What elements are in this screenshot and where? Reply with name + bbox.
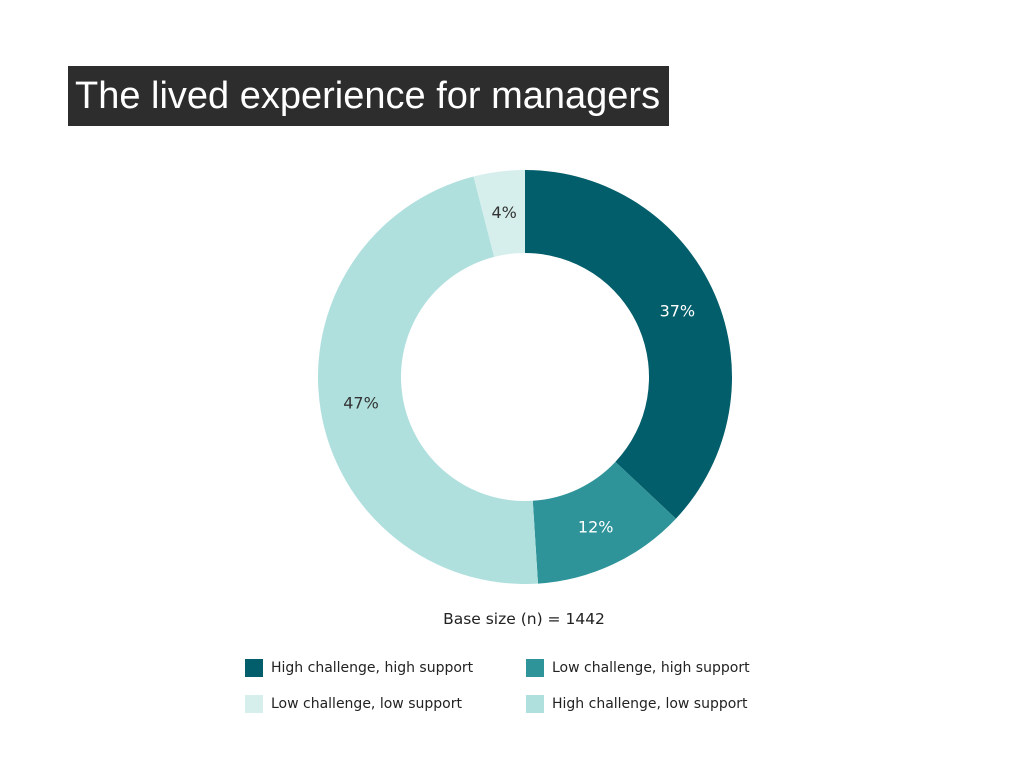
base-size-note: Base size (n) = 1442 bbox=[443, 610, 605, 628]
donut-slice-high-challenge-low-support bbox=[317, 176, 538, 584]
donut-slice-low-challenge-low-support bbox=[473, 170, 525, 257]
legend-label: High challenge, low support bbox=[552, 695, 748, 712]
legend-item-high-challenge-high-support: High challenge, high support bbox=[245, 658, 526, 677]
slice-value-label: 4% bbox=[491, 203, 516, 222]
legend-item-low-challenge-high-support: Low challenge, high support bbox=[526, 658, 805, 677]
legend-label: Low challenge, low support bbox=[271, 695, 462, 712]
chart-legend: High challenge, high support Low challen… bbox=[245, 658, 805, 713]
legend-item-high-challenge-low-support: High challenge, low support bbox=[526, 694, 805, 713]
donut-slice-high-challenge-high-support bbox=[525, 170, 732, 519]
legend-label: High challenge, high support bbox=[271, 659, 474, 676]
donut-slice-low-challenge-high-support bbox=[532, 461, 676, 584]
legend-item-low-challenge-low-support: Low challenge, low support bbox=[245, 694, 526, 713]
slice-value-label: 12% bbox=[578, 518, 614, 537]
legend-swatch bbox=[526, 658, 544, 677]
slice-value-label: 37% bbox=[660, 302, 696, 321]
legend-swatch bbox=[245, 658, 263, 677]
legend-label: Low challenge, high support bbox=[552, 659, 750, 676]
legend-swatch bbox=[245, 694, 263, 713]
legend-swatch bbox=[526, 694, 544, 713]
slide-title: The lived experience for managers bbox=[68, 66, 670, 126]
slice-value-label: 47% bbox=[343, 393, 379, 412]
